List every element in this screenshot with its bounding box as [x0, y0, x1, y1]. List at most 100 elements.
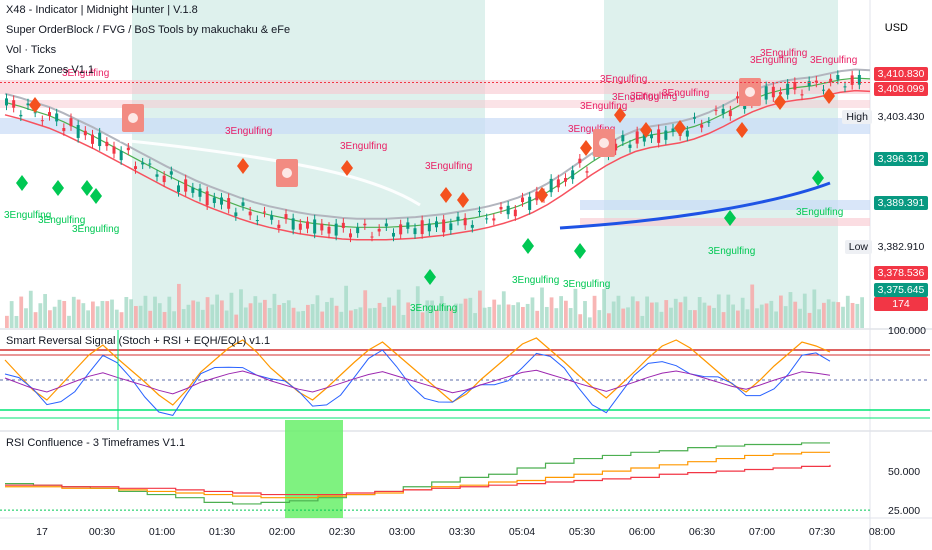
time-tick-label: 06:00 [629, 526, 655, 538]
rsi-axis-50: 50.000 [888, 466, 920, 478]
volume-bar [554, 308, 559, 328]
candle-body [700, 124, 704, 128]
volume-bar [497, 304, 501, 328]
volume-bar [157, 303, 162, 328]
engulfing-bull-diamond [574, 243, 586, 259]
volume-bar [420, 312, 425, 328]
volume-bar [239, 289, 243, 328]
volume-bar [822, 302, 826, 328]
candle-body [148, 163, 152, 165]
candle-body [263, 211, 266, 213]
legend-smart-reversal[interactable]: Smart Reversal Signal (Stoch + RSI + EQH… [6, 335, 271, 347]
session-zone-2 [604, 0, 838, 328]
volume-bar [578, 314, 583, 328]
candle-body [635, 131, 639, 144]
volume-bar [463, 298, 468, 328]
candle-body [736, 96, 739, 99]
volume-bar [473, 313, 477, 328]
volume-bar [411, 309, 415, 328]
legend-indicator-1[interactable]: X48 - Indicator | Midnight Hunter | V.1.… [6, 4, 198, 16]
price-tag: 3,408.099 [874, 82, 928, 96]
volume-bar [826, 299, 831, 328]
volume-bar [382, 306, 387, 328]
shark-icon [128, 113, 138, 123]
legend-volume[interactable]: Vol · Ticks [6, 44, 57, 56]
volume-bar [210, 304, 215, 328]
volume-bar [349, 310, 353, 328]
volume-bar [91, 301, 95, 328]
candle-body [399, 224, 403, 235]
volume-bar [831, 301, 836, 328]
volume-bar [783, 306, 788, 328]
legend-rsi-confluence[interactable]: RSI Confluence - 3 Timeframes V1.1 [6, 437, 186, 449]
candle-body [521, 197, 524, 203]
volume-bar [38, 303, 43, 328]
volume-bar [224, 310, 229, 328]
volume-bar [678, 302, 683, 328]
candle-body [298, 223, 302, 230]
volume-bar [229, 292, 234, 328]
osc-axis-top: 100.000 [888, 325, 926, 337]
candle-body [349, 233, 352, 238]
time-tick-label: 02:00 [269, 526, 295, 538]
volume-bar [587, 317, 592, 328]
volume-bar [688, 310, 692, 328]
volume-bar [721, 312, 726, 328]
time-tick-label: 01:30 [209, 526, 235, 538]
volume-bar [282, 303, 286, 328]
volume-bar [740, 297, 745, 328]
volume-bar [516, 302, 520, 328]
volume-bar [119, 312, 124, 328]
engulfing-bull-diamond [90, 188, 102, 204]
candle-body [478, 211, 481, 213]
currency-label[interactable]: USD [884, 22, 908, 34]
volume-bar [812, 289, 817, 328]
engulfing-bull-diamond [812, 170, 824, 186]
candle-body [779, 92, 782, 95]
candle-body [714, 110, 718, 112]
engulfing-bear-diamond [640, 122, 652, 138]
candle-body [255, 220, 259, 222]
engulfing-bear-diamond [341, 160, 353, 176]
volume-bar [172, 311, 176, 328]
volume-bar [52, 306, 57, 328]
time-tick-label: 05:30 [569, 526, 595, 538]
volume-bar [263, 299, 267, 328]
candle-body [392, 232, 395, 237]
candle-body [291, 218, 295, 230]
price-tag: 3,382.910 [874, 240, 928, 254]
engulfing-bull-diamond [724, 210, 736, 226]
candle-body [205, 191, 209, 206]
volume-bar [669, 307, 673, 328]
engulfing-bear-diamond [536, 187, 548, 203]
volume-bar [860, 297, 864, 328]
candle-body [786, 83, 790, 95]
volume-bar [344, 285, 348, 328]
volume-bar [616, 295, 621, 328]
volume-bar [530, 297, 535, 328]
engulfing-label-bear: 3Engulfing [810, 55, 857, 66]
candle-body [112, 146, 116, 154]
volume-bar [693, 310, 697, 328]
legend-shark-zones[interactable]: Shark Zones V1.1 [6, 64, 95, 76]
candle-body [578, 158, 582, 164]
candle-body [800, 94, 804, 96]
legend-indicator-2[interactable]: Super OrderBlock / FVG / BoS Tools by ma… [6, 24, 291, 36]
volume-bar [836, 302, 841, 328]
engulfing-label-bear: 3Engulfing [425, 161, 472, 172]
volume-bar [71, 296, 76, 328]
volume-bar [306, 304, 310, 328]
engulfing-label-bear: 3Engulfing [580, 101, 627, 112]
candle-body [98, 132, 102, 147]
candle-body [771, 86, 775, 98]
osc-stoch-k [4, 337, 831, 406]
volume-bar [124, 296, 129, 328]
candle-body [764, 86, 768, 100]
candle-body [843, 86, 847, 88]
volume-bar [745, 309, 750, 328]
volume-bar [750, 284, 755, 328]
candle-body [370, 236, 374, 238]
volume-bar [702, 302, 707, 328]
candle-body [807, 81, 811, 86]
volume-bar [315, 295, 320, 328]
